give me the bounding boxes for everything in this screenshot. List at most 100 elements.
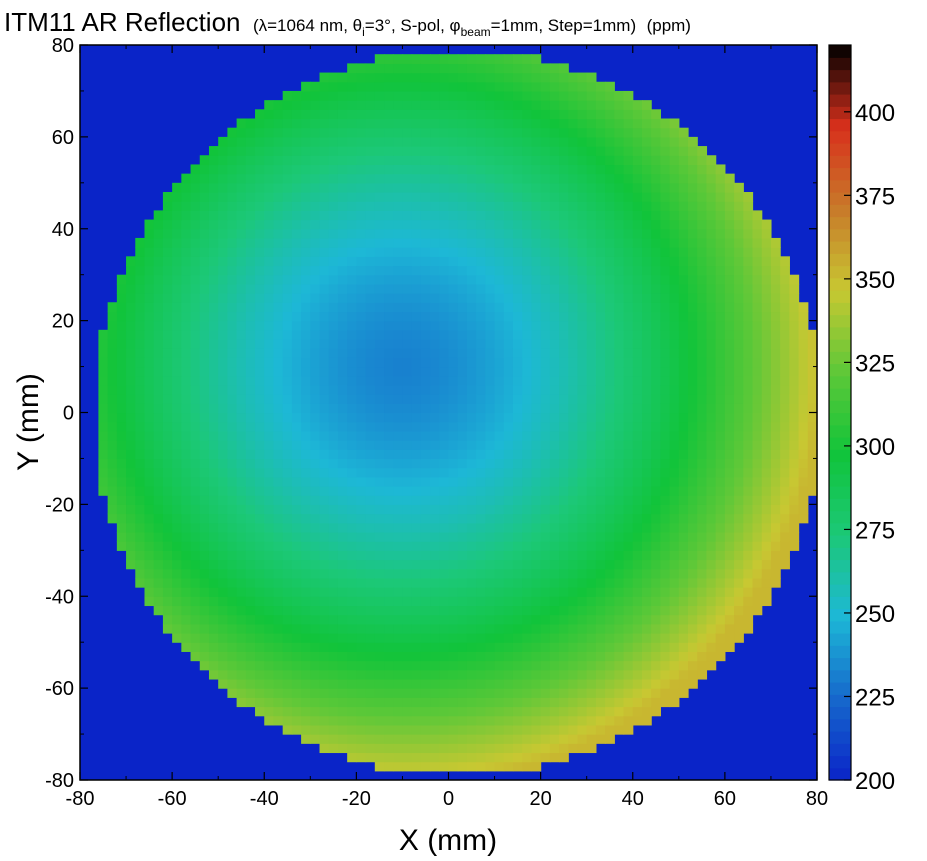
heatmap-cell [549, 421, 560, 432]
heatmap-cell [356, 504, 367, 515]
heatmap-cell [393, 293, 404, 303]
heatmap-cell [319, 384, 330, 395]
heatmap-cell [789, 412, 800, 423]
heatmap-cell [457, 228, 468, 239]
heatmap-cell [660, 339, 671, 349]
heatmap-cell [218, 302, 228, 313]
heatmap-cell [255, 136, 265, 147]
heatmap-cell [531, 339, 542, 349]
heatmap-cell [291, 210, 302, 221]
heatmap-cell [420, 724, 431, 735]
heatmap-cell [255, 302, 265, 313]
heatmap-cell [337, 531, 348, 542]
heatmap-cell [540, 237, 551, 248]
heatmap-cell [328, 81, 339, 92]
heatmap-cell [531, 412, 542, 423]
heatmap-cell [374, 366, 385, 377]
heatmap-cell [402, 678, 413, 689]
heatmap-cell [282, 173, 293, 184]
heatmap-cell [301, 660, 311, 671]
heatmap-cell [337, 743, 348, 754]
heatmap-cell [559, 302, 569, 313]
heatmap-cell [485, 127, 496, 138]
heatmap-cell [678, 265, 689, 276]
heatmap-cell [153, 440, 164, 450]
heatmap-cell [522, 522, 533, 533]
heatmap-cell [411, 449, 422, 460]
heatmap-cell [706, 182, 717, 193]
heatmap-cell [347, 403, 357, 414]
heatmap-cell [641, 596, 652, 607]
heatmap-cell [181, 320, 192, 331]
heatmap-cell [531, 173, 542, 184]
heatmap-cell [743, 614, 754, 625]
heatmap-cell [466, 348, 477, 358]
heatmap-cell [724, 504, 735, 515]
heatmap-cell [485, 394, 496, 404]
heatmap-cell [577, 311, 588, 322]
heatmap-cell [245, 486, 256, 496]
heatmap-cell [328, 357, 339, 368]
heatmap-cell [448, 688, 459, 698]
heatmap-cell [761, 357, 772, 368]
heatmap-cell [494, 688, 505, 698]
heatmap-cell [430, 476, 440, 487]
heatmap-cell [430, 210, 440, 221]
heatmap-cell [466, 734, 477, 744]
heatmap-cell [319, 283, 330, 294]
heatmap-cell [264, 642, 275, 652]
heatmap-cell [236, 155, 247, 166]
heatmap-cell [512, 550, 523, 561]
heatmap-cell [439, 192, 450, 202]
heatmap-cell [411, 81, 422, 92]
heatmap-cell [273, 587, 284, 597]
heatmap-cell [328, 302, 339, 313]
heatmap-cell [577, 173, 588, 184]
heatmap-cell [98, 486, 109, 496]
heatmap-cell [310, 210, 321, 221]
heatmap-cell [190, 403, 201, 414]
heatmap-cell [669, 394, 680, 404]
heatmap-cell [807, 403, 818, 414]
heatmap-cell [651, 495, 661, 505]
heatmap-cell [374, 339, 385, 349]
heatmap-cell [107, 440, 118, 450]
heatmap-cell [218, 256, 228, 267]
heatmap-cell [116, 375, 127, 386]
heatmap-cell [743, 283, 754, 294]
heatmap-cell [485, 375, 496, 386]
heatmap-cell [457, 605, 468, 616]
heatmap-cell [798, 339, 809, 349]
heatmap-cell [310, 449, 321, 460]
heatmap-cell [218, 642, 228, 652]
heatmap-cell [568, 320, 579, 331]
heatmap-cell [586, 596, 597, 607]
heatmap-cell [678, 219, 689, 230]
heatmap-cell [365, 173, 376, 184]
heatmap-cell [457, 201, 468, 211]
heatmap-cell [411, 660, 422, 671]
heatmap-cell [614, 605, 625, 616]
heatmap-cell [181, 559, 192, 570]
heatmap-cell [724, 577, 735, 588]
heatmap-cell [807, 467, 818, 478]
heatmap-cell [641, 623, 652, 634]
heatmap-cell [651, 237, 661, 248]
heatmap-cell [347, 495, 357, 505]
heatmap-cell [568, 651, 579, 662]
heatmap-cell [374, 642, 385, 652]
heatmap-cell [393, 375, 404, 386]
heatmap-cell [448, 219, 459, 230]
heatmap-cell [632, 173, 643, 184]
heatmap-cell [559, 118, 569, 129]
heatmap-cell [660, 375, 671, 386]
heatmap-cell [337, 421, 348, 432]
heatmap-cell [761, 302, 772, 313]
heatmap-cell [153, 274, 164, 285]
heatmap-cell [393, 118, 404, 129]
title-params-2-subscript: beam [461, 25, 491, 39]
heatmap-cell [384, 486, 394, 496]
heatmap-cell [540, 339, 551, 349]
heatmap-cell [651, 127, 661, 138]
heatmap-cell [181, 219, 192, 230]
